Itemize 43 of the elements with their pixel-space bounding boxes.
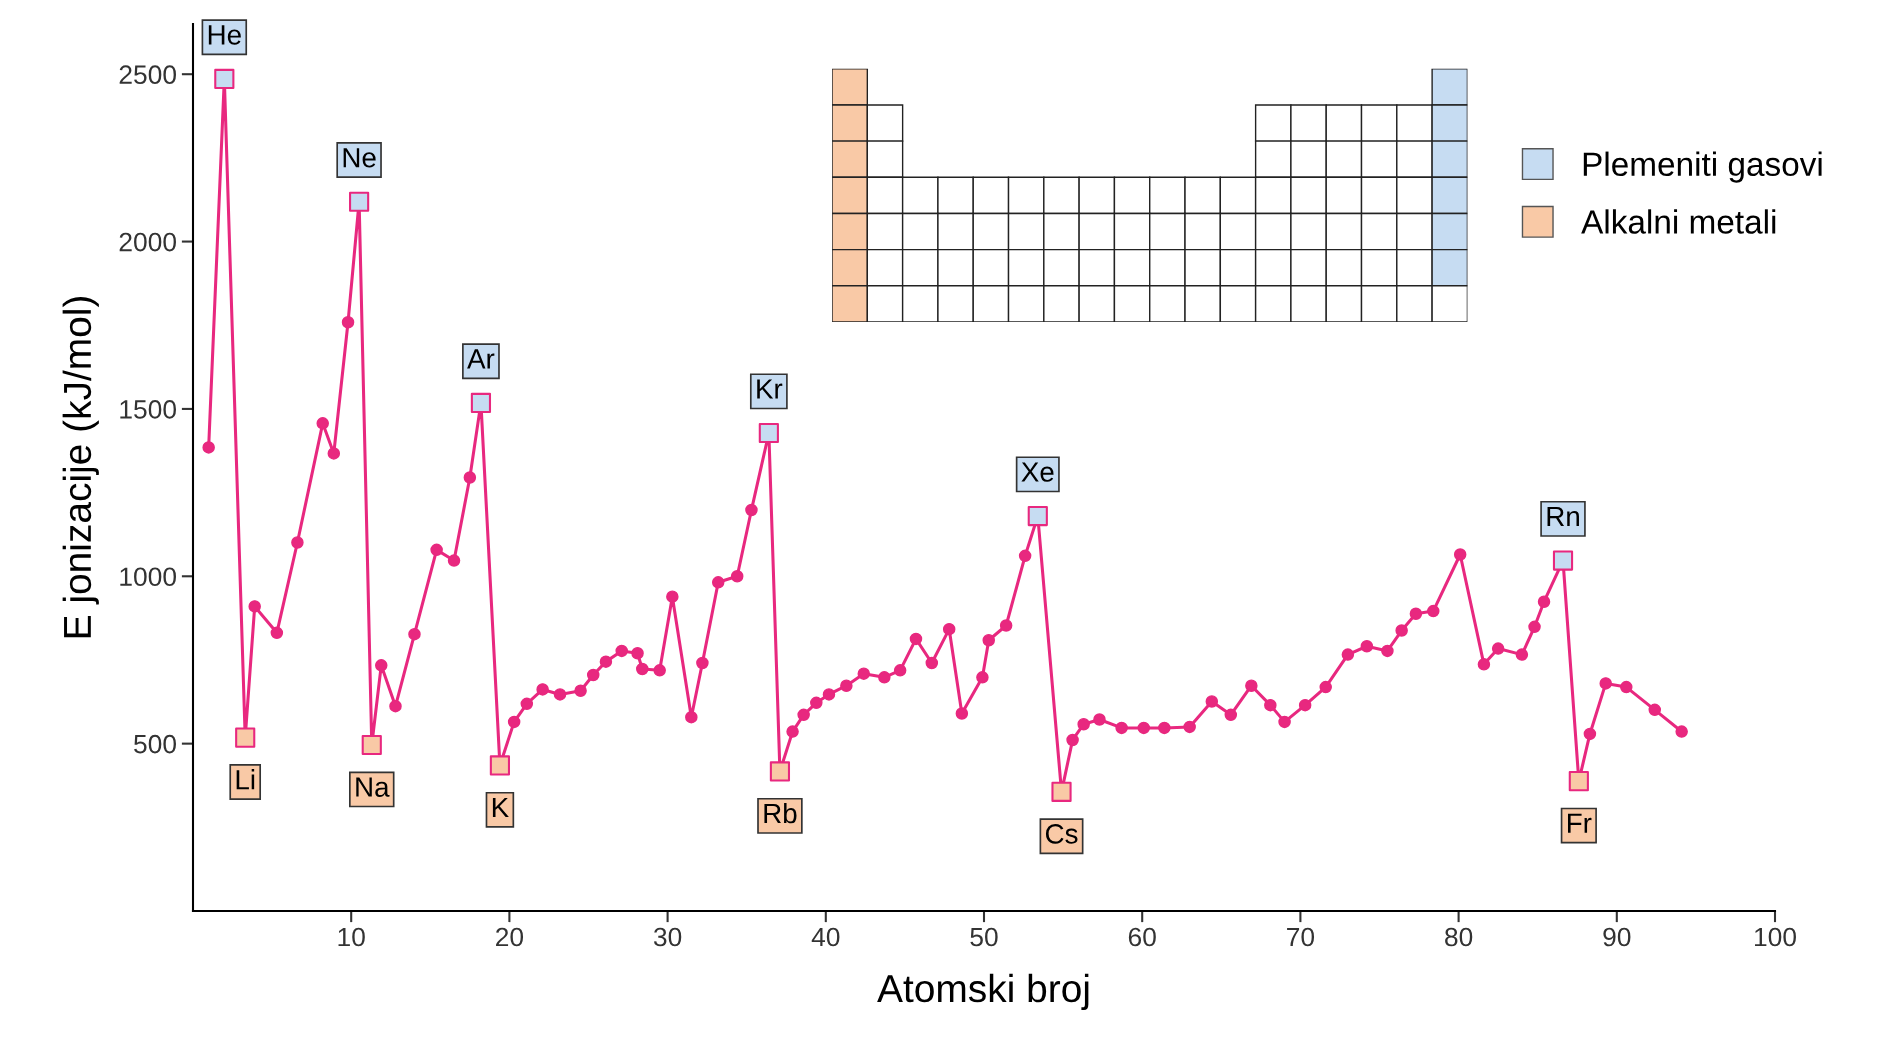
annotation: Kr [757, 379, 783, 399]
x-tick-label: 100 [1755, 927, 1796, 947]
y-tick-label: 1000 [120, 567, 176, 587]
annotation: He [208, 25, 241, 45]
point [758, 422, 779, 444]
point [489, 755, 510, 776]
x-tick-label: 10 [338, 927, 365, 947]
point [361, 734, 382, 756]
x-tick-label: 20 [496, 927, 524, 947]
y-tick-label: 1500 [120, 400, 176, 419]
annotation: K [492, 797, 509, 818]
x-tick-label: 80 [1445, 927, 1473, 947]
y-tick-label: 500 [134, 734, 176, 754]
x-tick-label: 50 [970, 927, 998, 947]
annotation: Li [236, 769, 255, 790]
point [470, 392, 492, 413]
legend-label: Alkalni metali [1581, 209, 1776, 234]
point [214, 68, 235, 89]
legend-label: Plemeniti gasovi [1583, 151, 1822, 183]
point [769, 761, 791, 782]
annotation: Xe [1021, 462, 1054, 482]
point [1552, 550, 1574, 571]
annotation: Ar [467, 349, 495, 369]
y-tick-label: 2000 [119, 232, 176, 252]
x-tick-label: 70 [1287, 927, 1315, 947]
x-tick-label: 40 [811, 927, 840, 947]
x-axis-title: Atomski broj [877, 973, 1089, 1011]
annotation: Fr [1568, 813, 1592, 833]
point [1027, 505, 1048, 527]
x-tick-label: 30 [653, 927, 682, 947]
y-tick-label: 2500 [119, 65, 176, 85]
annotation: Cs [1045, 824, 1078, 844]
point [349, 191, 370, 212]
annotation: Rn [1547, 506, 1579, 527]
y-axis-title: E jonizacije (kJ/mol) [62, 297, 99, 638]
annotation: Ne [343, 148, 376, 168]
point [1568, 771, 1589, 792]
annotation: Na [356, 777, 390, 797]
x-tick-label: 90 [1603, 927, 1631, 947]
point [235, 727, 256, 748]
x-tick-label: 60 [1128, 927, 1156, 947]
point [1051, 781, 1072, 802]
annotation: Rb [764, 802, 797, 824]
